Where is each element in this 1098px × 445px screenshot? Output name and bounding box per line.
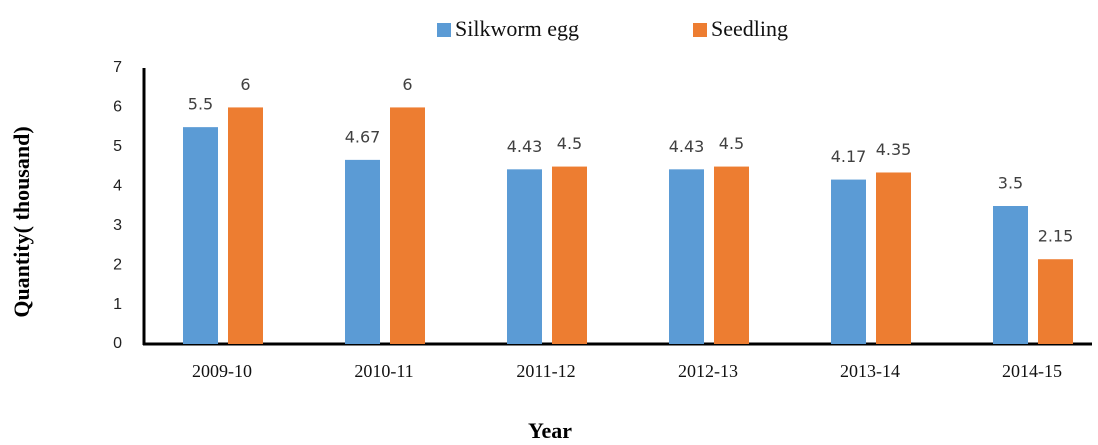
legend-swatch <box>693 23 707 37</box>
y-axis-label: Quantity( thousand) <box>9 126 34 317</box>
x-axis-label: Year <box>528 418 572 443</box>
y-tick-label: 2 <box>113 256 122 273</box>
y-tick-label: 6 <box>113 99 122 116</box>
data-label: 2.15 <box>1038 227 1074 246</box>
data-label: 4.43 <box>507 137 543 156</box>
x-tick-label: 2014-15 <box>1002 361 1062 381</box>
data-label: 4.5 <box>557 134 582 153</box>
bar <box>669 169 704 344</box>
data-label: 6 <box>240 75 250 94</box>
bar <box>228 107 263 344</box>
bar <box>552 166 587 344</box>
bar <box>993 206 1028 344</box>
data-label: 4.5 <box>719 134 744 153</box>
y-tick-label: 0 <box>113 335 122 352</box>
x-tick-label: 2011-12 <box>516 361 575 381</box>
legend-label: Seedling <box>711 16 788 41</box>
y-tick-label: 5 <box>113 138 122 155</box>
legend-label: Silkworm egg <box>455 16 579 41</box>
data-label: 4.35 <box>876 140 912 159</box>
data-label: 5.5 <box>188 95 213 114</box>
y-tick-label: 3 <box>113 217 122 234</box>
x-tick-label: 2009-10 <box>192 361 252 381</box>
data-label: 6 <box>402 75 412 94</box>
x-tick-label: 2012-13 <box>678 361 738 381</box>
bar <box>831 179 866 344</box>
legend-swatch <box>437 23 451 37</box>
bar <box>876 172 911 344</box>
y-tick-label: 7 <box>113 59 122 76</box>
data-label: 4.67 <box>345 127 381 146</box>
bar <box>507 169 542 344</box>
data-label: 4.17 <box>831 147 867 166</box>
bar <box>1038 259 1073 344</box>
y-tick-label: 4 <box>113 178 122 195</box>
bar <box>345 159 380 344</box>
x-tick-label: 2013-14 <box>840 361 900 381</box>
bar <box>714 166 749 344</box>
bar <box>183 127 218 345</box>
y-tick-label: 1 <box>113 296 122 313</box>
bar <box>390 107 425 344</box>
x-tick-label: 2010-11 <box>354 361 413 381</box>
data-label: 3.5 <box>998 174 1023 193</box>
data-label: 4.43 <box>669 137 705 156</box>
